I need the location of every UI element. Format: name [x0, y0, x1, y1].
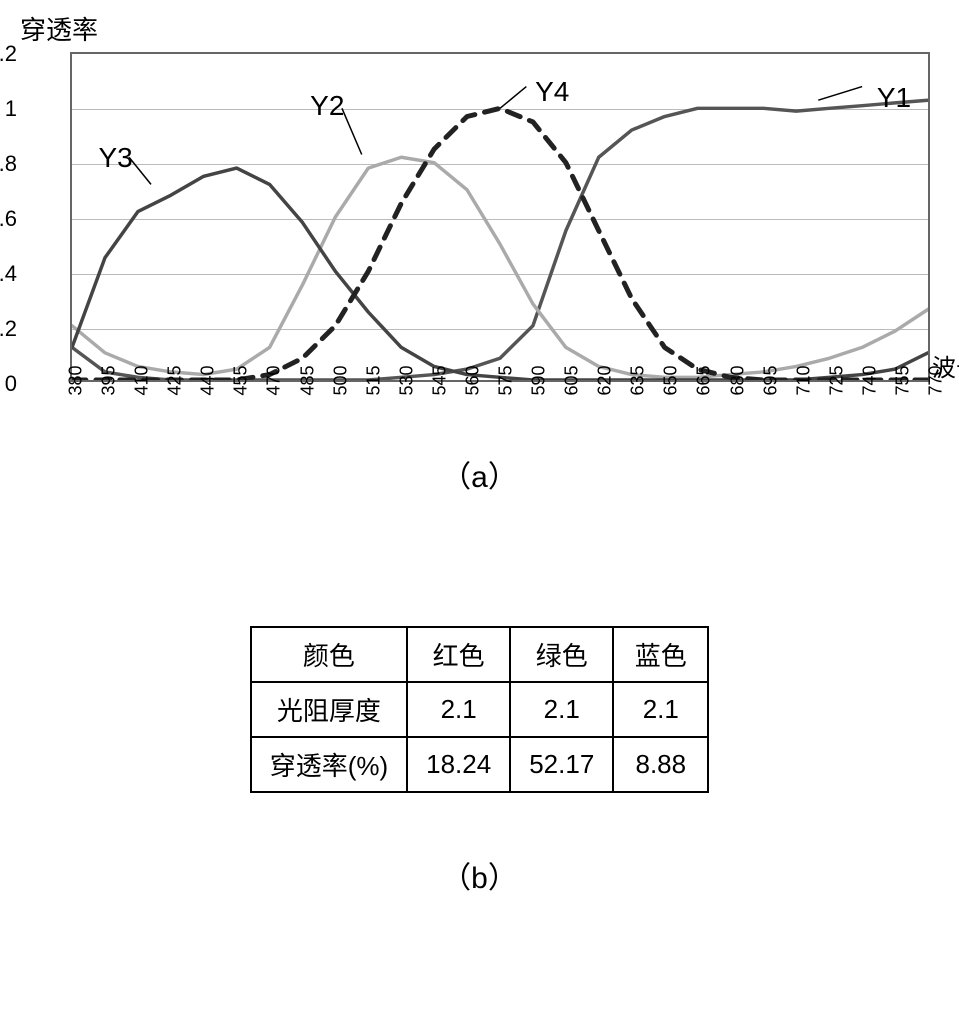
series-label-Y1: Y1 — [877, 82, 911, 114]
x-tick-label: 680 — [727, 365, 748, 395]
table-cell: 18.24 — [407, 737, 510, 792]
x-tick-label: 530 — [396, 365, 417, 395]
label-arrow-Y4 — [500, 87, 526, 109]
x-tick-label: 755 — [892, 365, 913, 395]
table-row: 穿透率(%)18.2452.178.88 — [251, 737, 709, 792]
table-wrapper: 颜色红色绿色蓝色光阻厚度2.12.12.1穿透率(%)18.2452.178.8… — [0, 626, 959, 793]
x-tick-label: 605 — [562, 365, 583, 395]
y-tick-label: 0.4 — [0, 261, 17, 287]
y-tick-label: 0.6 — [0, 206, 17, 232]
table-cell: 8.88 — [613, 737, 708, 792]
x-tick-label: 620 — [595, 365, 616, 395]
x-tick-label: 710 — [793, 365, 814, 395]
series-label-Y2: Y2 — [310, 90, 344, 122]
table-cell: 蓝色 — [613, 627, 708, 682]
x-tick-label: 500 — [330, 365, 351, 395]
x-tick-label: 590 — [529, 365, 550, 395]
x-tick-label: 425 — [165, 365, 186, 395]
y-tick-label: 0 — [5, 371, 17, 397]
x-tick-label: 635 — [628, 365, 649, 395]
figure-container: 穿透率 0 0.2 0.4 0.6 0.8 1 1.2 Y1 Y2 Y3 Y4 380 395 410… — [0, 10, 959, 1010]
y-tick-label: 1 — [5, 96, 17, 122]
y-tick-label: 0.8 — [0, 151, 17, 177]
x-tick-label: 560 — [462, 365, 483, 395]
chart-wrapper: 穿透率 00.20.40.60.811.2 Y1Y2Y3Y4 380395410… — [20, 10, 920, 382]
x-tick-label: 380 — [66, 365, 87, 395]
table-row: 光阻厚度2.12.12.1 — [251, 682, 709, 737]
x-tick-label: 470 — [264, 365, 285, 395]
x-tick-label: 485 — [297, 365, 318, 395]
x-axis-labels: 3803954104254404554704855005155305455605… — [70, 350, 930, 410]
label-arrow-Y2 — [342, 108, 362, 154]
sublabel-b: （b） — [0, 853, 959, 897]
table-cell: 绿色 — [510, 627, 613, 682]
x-tick-label: 725 — [826, 365, 847, 395]
table-cell: 穿透率(%) — [251, 737, 407, 792]
sublabel-a: （a） — [0, 452, 959, 496]
table-cell: 颜色 — [251, 627, 407, 682]
arrow-svg — [72, 54, 928, 380]
series-label-Y3: Y3 — [98, 142, 132, 174]
x-axis-title: 波长 — [932, 348, 959, 383]
y-tick-label: 1.2 — [0, 41, 17, 67]
table-row: 颜色红色绿色蓝色 — [251, 627, 709, 682]
x-tick-label: 545 — [429, 365, 450, 395]
series-label-Y4: Y4 — [535, 76, 569, 108]
y-axis-title: 穿透率 — [20, 10, 920, 47]
x-tick-label: 455 — [231, 365, 252, 395]
x-tick-label: 410 — [132, 365, 153, 395]
x-tick-label: 440 — [198, 365, 219, 395]
x-tick-label: 575 — [496, 365, 517, 395]
label-arrow-Y1 — [818, 87, 862, 101]
x-tick-label: 665 — [694, 365, 715, 395]
table-cell: 52.17 — [510, 737, 613, 792]
table-cell: 2.1 — [407, 682, 510, 737]
chart-area: 00.20.40.60.811.2 Y1Y2Y3Y4 — [70, 52, 930, 382]
table-cell: 红色 — [407, 627, 510, 682]
x-tick-label: 650 — [661, 365, 682, 395]
table-cell: 光阻厚度 — [251, 682, 407, 737]
x-tick-label: 695 — [760, 365, 781, 395]
table-cell: 2.1 — [613, 682, 708, 737]
y-tick-label: 0.2 — [0, 316, 17, 342]
x-tick-label: 740 — [859, 365, 880, 395]
data-table: 颜色红色绿色蓝色光阻厚度2.12.12.1穿透率(%)18.2452.178.8… — [250, 626, 710, 793]
table-cell: 2.1 — [510, 682, 613, 737]
x-tick-label: 395 — [99, 365, 120, 395]
x-tick-label: 515 — [363, 365, 384, 395]
